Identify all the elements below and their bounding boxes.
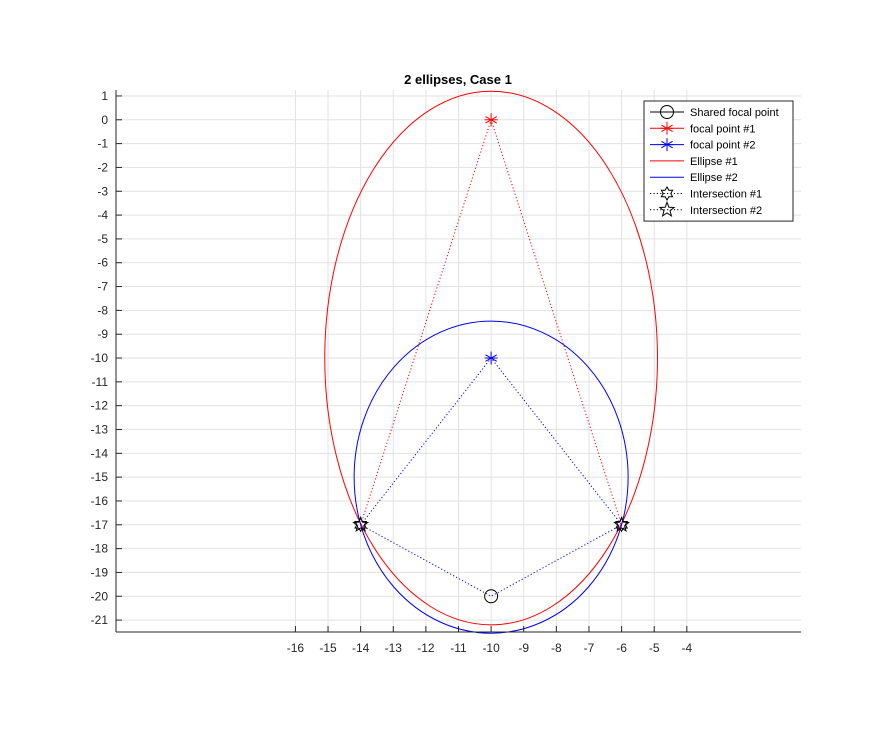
x-tick-label: -8	[551, 641, 562, 655]
y-tick-label: -5	[97, 232, 108, 246]
legend-entry: Shared focal point	[650, 105, 779, 119]
x-tick-label: -6	[616, 641, 627, 655]
intersection-2-marker	[352, 515, 370, 532]
legend-entry: Ellipse #2	[650, 172, 738, 184]
legend-label: Intersection #1	[690, 189, 762, 201]
legend-marker-sample	[660, 138, 674, 152]
y-tick-label: -10	[91, 351, 109, 365]
y-tick-label: -17	[91, 518, 109, 532]
legend-label: Ellipse #1	[690, 156, 738, 168]
x-tick-label: -11	[450, 641, 467, 655]
legend-entry: Intersection #1	[650, 186, 762, 201]
y-tick-label: -18	[91, 542, 109, 556]
intersection-1-marker	[615, 517, 629, 533]
legend-label: Ellipse #2	[690, 172, 738, 184]
x-tick-label: -16	[287, 641, 305, 655]
y-tick-label: -7	[97, 280, 108, 294]
x-tick-label: -12	[417, 641, 435, 655]
y-tick-label: -1	[97, 137, 108, 151]
intersection-1-marker	[354, 517, 368, 533]
x-tick-label: -13	[385, 641, 403, 655]
legend-marker-sample	[660, 105, 674, 119]
y-tick-label: 1	[101, 89, 108, 103]
y-tick-label: -20	[91, 589, 109, 603]
x-tick-label: -15	[319, 641, 337, 655]
y-tick-label: -14	[91, 446, 109, 460]
ellipse-2-curve	[353, 320, 629, 634]
y-tick-label: -2	[97, 160, 108, 174]
shared-focal-point-marker	[484, 589, 499, 604]
data-layer	[324, 90, 658, 634]
intersection-2-marker	[613, 515, 631, 532]
focal-point-2-marker	[484, 351, 498, 365]
legend-marker-sample	[658, 200, 676, 218]
x-tick-label: -14	[352, 641, 370, 655]
y-tick-label: -19	[91, 565, 109, 579]
x-tick-label: -10	[482, 641, 500, 655]
legend-entry: Ellipse #1	[650, 156, 738, 168]
y-tick-label: -4	[97, 208, 108, 222]
y-tick-label: -16	[91, 494, 109, 508]
y-tick-label: -13	[91, 422, 109, 436]
y-tick-label: -9	[97, 327, 108, 341]
y-tick-label: -8	[97, 303, 108, 317]
y-tick-label: -3	[97, 184, 108, 198]
x-tick-label: -9	[518, 641, 529, 655]
y-tick-label: -21	[91, 613, 109, 627]
legend-label: Intersection #2	[690, 205, 762, 217]
x-tick-label: -7	[584, 641, 595, 655]
y-tick-label: -6	[97, 256, 108, 270]
y-tick-label: 0	[101, 113, 108, 127]
ellipse-1-curve	[324, 90, 658, 626]
x-tick-label: -5	[649, 641, 660, 655]
y-tick-label: -11	[92, 375, 109, 389]
legend-marker-sample	[660, 186, 674, 201]
y-tick-label: -12	[91, 399, 109, 413]
legend-entry: focal point #2	[650, 138, 755, 152]
legend-marker-sample	[660, 121, 674, 135]
chart-title: 2 ellipses, Case 1	[404, 72, 512, 87]
axes	[115, 90, 801, 633]
x-tick-label: -4	[681, 641, 692, 655]
focal-point-1-marker	[484, 113, 498, 127]
legend-label: Shared focal point	[690, 107, 779, 119]
tick-labels: -16 -15 -14 -13 -12 -11 -10 -9 -8 -7 -6 -5 -4 1 0 -1 -2 -…	[91, 89, 693, 655]
legend-entry: focal point #1	[650, 121, 755, 135]
y-tick-label: -15	[91, 470, 109, 484]
legend-label: focal point #2	[690, 140, 755, 152]
legend-label: focal point #1	[690, 123, 755, 135]
legend-entry: Intersection #2	[650, 200, 762, 218]
legend: Shared focal point focal point #1 focal po…	[643, 100, 794, 222]
